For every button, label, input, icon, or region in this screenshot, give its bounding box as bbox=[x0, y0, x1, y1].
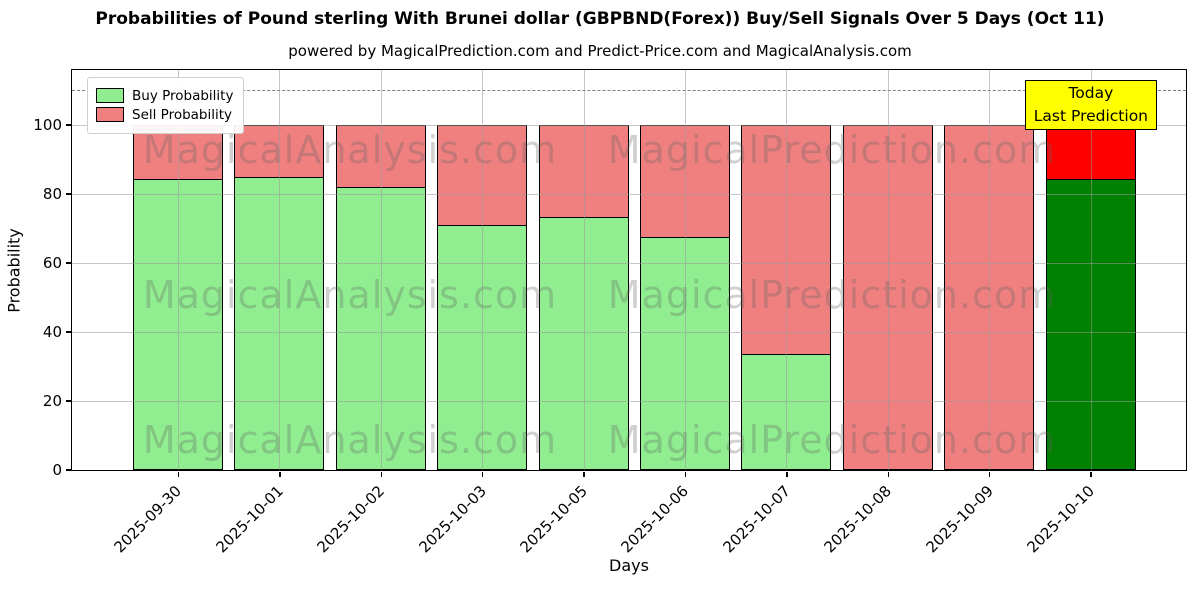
x-gridline bbox=[583, 69, 585, 470]
legend-entry-sell: Sell Probability bbox=[96, 107, 233, 123]
x-tick bbox=[380, 471, 383, 477]
x-tick-label: 2025-10-03 bbox=[415, 482, 490, 557]
x-tick bbox=[684, 471, 687, 477]
x-gridline bbox=[786, 69, 788, 470]
x-gridline bbox=[1090, 69, 1092, 470]
buy-probability-swatch bbox=[96, 88, 124, 103]
x-tick bbox=[887, 471, 890, 477]
watermark-magicalanalysis: MagicalAnalysis.com bbox=[142, 127, 558, 172]
x-tick-label: 2025-10-08 bbox=[820, 482, 896, 557]
x-gridline bbox=[482, 69, 484, 470]
y-tick bbox=[66, 331, 71, 333]
x-tick-label: 2025-10-05 bbox=[516, 482, 591, 557]
watermark-magicalprediction: MagicalPrediction.com bbox=[607, 417, 1057, 462]
y-tick-label: 0 bbox=[52, 461, 62, 479]
y-tick-label: 40 bbox=[42, 323, 62, 342]
annotation-line-last-prediction: Last Prediction bbox=[1033, 106, 1148, 125]
y-tick bbox=[66, 469, 71, 471]
x-tick-label: 2025-10-01 bbox=[212, 482, 287, 557]
watermark-magicalanalysis: MagicalAnalysis.com bbox=[142, 272, 558, 317]
x-gridline bbox=[989, 69, 991, 470]
x-tick-label: 2025-10-06 bbox=[617, 482, 693, 557]
dashed-guideline bbox=[72, 90, 1186, 92]
x-tick-label: 2025-10-02 bbox=[313, 482, 389, 557]
x-tick bbox=[279, 471, 281, 477]
y-gridline bbox=[72, 331, 1186, 333]
x-tick-label: 2025-10-10 bbox=[1023, 482, 1098, 557]
x-gridline bbox=[279, 69, 281, 470]
y-tick-label: 60 bbox=[42, 254, 62, 273]
y-gridline bbox=[72, 262, 1186, 264]
watermark-magicalprediction: MagicalPrediction.com bbox=[607, 272, 1057, 317]
x-tick bbox=[481, 471, 484, 477]
legend-label-buy: Buy Probability bbox=[132, 87, 234, 104]
plot-area: Buy Probability Sell Probability Today L… bbox=[71, 68, 1187, 471]
chart-title: Probabilities of Pound sterling With Bru… bbox=[95, 9, 1105, 29]
x-tick-label: 2025-10-09 bbox=[922, 482, 997, 557]
x-tick-label: 2025-10-07 bbox=[719, 482, 794, 557]
legend-label-sell: Sell Probability bbox=[132, 106, 233, 123]
x-tick bbox=[177, 471, 180, 477]
y-tick bbox=[66, 124, 71, 126]
x-gridline bbox=[178, 69, 179, 470]
x-gridline bbox=[685, 69, 686, 470]
y-gridline bbox=[72, 400, 1186, 402]
watermark-magicalprediction: MagicalPrediction.com bbox=[607, 127, 1057, 172]
y-tick-label: 100 bbox=[33, 116, 62, 135]
watermark-magicalanalysis: MagicalAnalysis.com bbox=[142, 417, 558, 462]
legend-entry-buy: Buy Probability bbox=[96, 88, 233, 104]
x-tick bbox=[786, 471, 788, 477]
annotation-line-today: Today bbox=[1068, 83, 1114, 102]
x-axis-label: Days bbox=[609, 556, 649, 575]
x-gridline bbox=[380, 69, 382, 470]
y-tick bbox=[66, 262, 71, 264]
x-tick bbox=[988, 471, 991, 477]
y-tick-label: 80 bbox=[42, 185, 62, 204]
chart-subtitle: powered by MagicalPrediction.com and Pre… bbox=[288, 42, 912, 60]
y-gridline bbox=[72, 124, 1186, 126]
legend: Buy Probability Sell Probability bbox=[87, 76, 245, 134]
today-last-prediction-label: Today Last Prediction bbox=[1024, 79, 1157, 130]
x-gridline bbox=[887, 69, 889, 470]
sell-probability-swatch bbox=[96, 107, 124, 122]
x-tick bbox=[583, 471, 585, 477]
y-tick-label: 20 bbox=[42, 392, 62, 411]
y-tick bbox=[66, 400, 71, 402]
y-gridline bbox=[72, 193, 1186, 195]
x-tick bbox=[1090, 471, 1092, 477]
x-tick-label: 2025-09-30 bbox=[110, 482, 186, 557]
y-tick bbox=[66, 193, 71, 195]
